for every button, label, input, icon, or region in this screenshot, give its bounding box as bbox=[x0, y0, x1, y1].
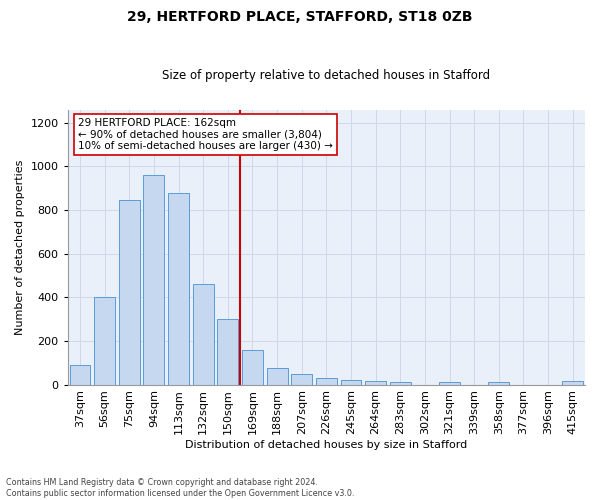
Text: 29 HERTFORD PLACE: 162sqm
← 90% of detached houses are smaller (3,804)
10% of se: 29 HERTFORD PLACE: 162sqm ← 90% of detac… bbox=[78, 118, 333, 151]
Bar bbox=[266, 368, 287, 384]
X-axis label: Distribution of detached houses by size in Stafford: Distribution of detached houses by size … bbox=[185, 440, 467, 450]
Bar bbox=[193, 284, 214, 384]
Bar bbox=[316, 378, 337, 384]
Title: Size of property relative to detached houses in Stafford: Size of property relative to detached ho… bbox=[162, 69, 490, 82]
Text: 29, HERTFORD PLACE, STAFFORD, ST18 0ZB: 29, HERTFORD PLACE, STAFFORD, ST18 0ZB bbox=[127, 10, 473, 24]
Text: Contains HM Land Registry data © Crown copyright and database right 2024.
Contai: Contains HM Land Registry data © Crown c… bbox=[6, 478, 355, 498]
Bar bbox=[488, 382, 509, 384]
Bar bbox=[217, 319, 238, 384]
Bar bbox=[143, 175, 164, 384]
Bar bbox=[70, 366, 91, 384]
Bar bbox=[94, 298, 115, 384]
Bar bbox=[439, 382, 460, 384]
Y-axis label: Number of detached properties: Number of detached properties bbox=[15, 160, 25, 335]
Bar bbox=[242, 350, 263, 384]
Bar bbox=[562, 382, 583, 384]
Bar bbox=[291, 374, 312, 384]
Bar bbox=[390, 382, 411, 384]
Bar bbox=[341, 380, 361, 384]
Bar bbox=[365, 382, 386, 384]
Bar bbox=[168, 192, 189, 384]
Bar bbox=[119, 200, 140, 384]
